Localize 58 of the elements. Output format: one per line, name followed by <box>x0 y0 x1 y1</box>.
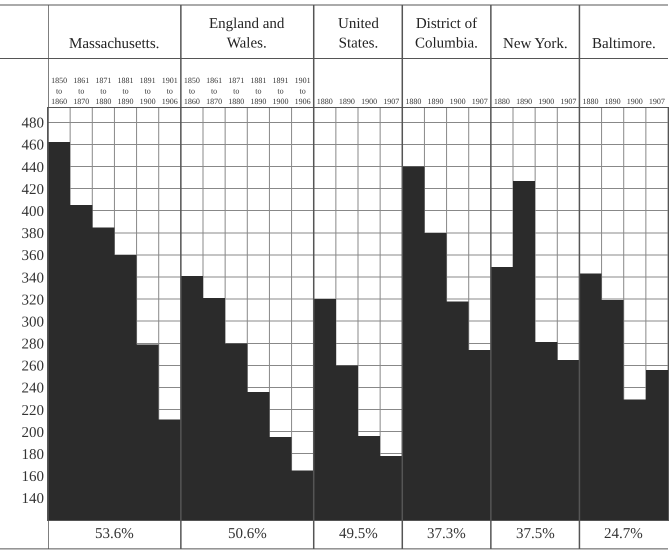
x-tick-label: 1880 <box>494 96 510 106</box>
y-tick-label: 380 <box>22 226 44 242</box>
x-tick-label: 1901 to 1906 <box>294 76 311 106</box>
y-tick-label: 240 <box>22 380 44 397</box>
x-tick-label: 1900 <box>538 96 554 106</box>
y-tick-label: 300 <box>22 314 44 330</box>
x-tick-label: 1850 to 1860 <box>51 76 68 106</box>
y-tick-label: 180 <box>22 446 44 463</box>
text: New York. <box>503 36 568 52</box>
x-tick-label: 1890 <box>428 96 444 106</box>
y-tick-label: 420 <box>22 182 44 198</box>
text: 37.5% <box>516 526 555 542</box>
text: Baltimore. <box>592 36 656 52</box>
x-tick-label: 1907 <box>383 96 400 106</box>
x-tick-label: 1900 <box>361 96 378 106</box>
y-tick-label: 320 <box>22 292 44 308</box>
text: 37.3% <box>427 526 466 542</box>
x-tick-label: 1861 to 1870 <box>206 76 222 106</box>
y-tick-label: 460 <box>22 138 44 154</box>
x-tick-label: 1907 <box>648 96 665 106</box>
x-tick-label: 1890 <box>604 96 621 106</box>
text: District of Columbia. <box>415 16 478 52</box>
x-tick-label: 1881 to 1890 <box>118 76 134 106</box>
x-tick-label: 1861 to 1870 <box>73 76 90 106</box>
y-tick-label: 160 <box>22 469 44 486</box>
x-tick-label: 1891 to 1900 <box>272 76 288 106</box>
x-tick-label: 1907 <box>472 96 488 106</box>
x-tick-label: 1871 to 1880 <box>228 76 244 106</box>
x-tick-label: 1890 <box>516 96 532 106</box>
x-tick-label: 1850 to 1860 <box>184 76 200 106</box>
text: 50.6% <box>228 526 267 542</box>
y-tick-label: 340 <box>22 270 44 286</box>
text: Massachusetts. <box>69 36 160 52</box>
x-tick-label: 1900 <box>450 96 466 106</box>
text: United States. <box>338 16 380 52</box>
x-tick-label: 1881 to 1890 <box>250 76 266 106</box>
y-tick-label: 280 <box>22 336 44 353</box>
text: 49.5% <box>339 526 378 542</box>
text: England and Wales. <box>209 16 285 52</box>
text: 24.7% <box>604 526 643 542</box>
y-tick-label: 200 <box>22 424 44 441</box>
y-tick-label: 440 <box>22 160 44 176</box>
x-tick-label: 1880 <box>316 96 333 106</box>
y-tick-label: 480 <box>22 116 44 132</box>
y-tick-label: 400 <box>22 204 44 220</box>
x-tick-label: 1880 <box>582 96 598 106</box>
y-tick-label: 220 <box>22 402 44 419</box>
x-tick-label: 1871 to 1880 <box>95 76 112 106</box>
y-tick-label: 360 <box>22 248 44 264</box>
x-tick-label: 1901 to 1906 <box>162 76 178 106</box>
x-tick-label: 1880 <box>405 96 422 106</box>
x-tick-label: 1891 to 1900 <box>140 76 156 106</box>
y-tick-label: 260 <box>22 358 44 375</box>
x-tick-label: 1900 <box>626 96 643 106</box>
x-tick-label: 1907 <box>560 96 576 106</box>
text: 53.6% <box>95 526 134 542</box>
y-tick-label: 140 <box>22 491 44 508</box>
x-tick-label: 1890 <box>338 96 355 106</box>
